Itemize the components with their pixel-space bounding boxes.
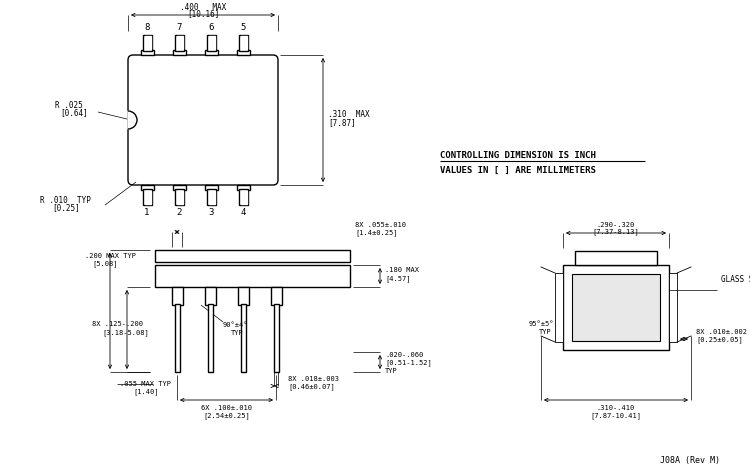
Text: 8X .125-.200: 8X .125-.200 xyxy=(92,321,143,326)
Text: [3.18-5.08]: [3.18-5.08] xyxy=(102,329,148,336)
Bar xyxy=(176,191,182,204)
Text: .020-.060: .020-.060 xyxy=(385,352,423,358)
Bar xyxy=(205,185,218,190)
Text: [2.54±0.25]: [2.54±0.25] xyxy=(203,412,250,420)
Bar xyxy=(172,287,183,305)
Text: [0.51-1.52]: [0.51-1.52] xyxy=(385,359,432,367)
Text: TYP: TYP xyxy=(538,329,551,335)
Bar xyxy=(208,304,213,372)
Bar xyxy=(141,185,154,190)
Bar xyxy=(563,265,669,350)
Text: 8X .055±.010: 8X .055±.010 xyxy=(355,222,406,228)
Bar xyxy=(239,35,248,51)
Text: 5: 5 xyxy=(240,24,246,33)
Text: J08A (Rev M): J08A (Rev M) xyxy=(660,455,720,464)
Bar xyxy=(239,189,248,205)
Bar xyxy=(572,274,660,341)
Bar xyxy=(205,50,218,55)
Text: 6X .100±.010: 6X .100±.010 xyxy=(201,405,252,411)
Bar xyxy=(572,274,659,341)
Text: .310  MAX: .310 MAX xyxy=(328,110,370,119)
Bar xyxy=(237,50,250,55)
Text: R .025: R .025 xyxy=(55,100,82,110)
Bar xyxy=(241,304,246,372)
Bar xyxy=(155,250,350,262)
Bar xyxy=(175,304,180,372)
Text: 95°±5°: 95°±5° xyxy=(528,321,554,327)
Text: 4: 4 xyxy=(240,208,246,217)
Text: [0.64]: [0.64] xyxy=(60,108,88,117)
Bar xyxy=(175,35,184,51)
Text: [7.37-8.13]: [7.37-8.13] xyxy=(592,228,639,236)
Bar xyxy=(209,36,214,49)
Text: .400   MAX: .400 MAX xyxy=(180,2,226,11)
Text: TYP: TYP xyxy=(231,330,243,336)
Bar xyxy=(143,189,152,205)
Bar xyxy=(145,36,151,49)
Text: [0.25]: [0.25] xyxy=(52,203,80,212)
Bar xyxy=(669,273,677,342)
Text: [5.08]: [5.08] xyxy=(92,261,118,267)
Bar xyxy=(173,185,186,190)
Bar xyxy=(207,189,216,205)
Text: 1: 1 xyxy=(144,208,150,217)
Bar xyxy=(209,191,214,204)
Text: 8X .010±.002: 8X .010±.002 xyxy=(696,329,747,335)
Text: [7.87-10.41]: [7.87-10.41] xyxy=(590,412,641,420)
Text: .290-.320: .290-.320 xyxy=(597,222,635,228)
Bar xyxy=(175,189,184,205)
Text: [0.46±0.07]: [0.46±0.07] xyxy=(288,384,334,390)
Bar xyxy=(173,50,186,55)
Bar xyxy=(141,50,154,55)
Bar xyxy=(205,287,216,305)
Bar xyxy=(207,35,216,51)
Text: .310-.410: .310-.410 xyxy=(597,405,635,411)
Bar xyxy=(241,191,247,204)
Wedge shape xyxy=(128,111,137,129)
Text: CONTROLLING DIMENSION IS INCH: CONTROLLING DIMENSION IS INCH xyxy=(440,150,596,159)
Text: 8: 8 xyxy=(144,24,150,33)
Text: .055 MAX TYP: .055 MAX TYP xyxy=(120,381,171,387)
Bar xyxy=(143,35,152,51)
Bar xyxy=(237,185,250,190)
Text: 3: 3 xyxy=(209,208,214,217)
Bar xyxy=(238,287,249,305)
Bar xyxy=(271,287,282,305)
Text: [1.40]: [1.40] xyxy=(133,389,158,395)
Bar xyxy=(241,36,247,49)
Bar xyxy=(575,251,657,265)
FancyBboxPatch shape xyxy=(128,55,278,185)
Bar xyxy=(274,304,279,372)
Text: TYP: TYP xyxy=(385,368,398,374)
Text: 7: 7 xyxy=(176,24,182,33)
Text: R .010  TYP: R .010 TYP xyxy=(40,195,91,204)
Bar xyxy=(145,191,151,204)
Bar xyxy=(176,36,182,49)
Bar xyxy=(555,273,563,342)
Bar xyxy=(155,265,350,287)
Text: .200 MAX TYP: .200 MAX TYP xyxy=(85,253,136,259)
Text: 90°±4°: 90°±4° xyxy=(222,322,248,328)
Text: [4.57]: [4.57] xyxy=(385,276,410,282)
Text: [10.16]: [10.16] xyxy=(187,9,219,18)
Text: 8X .018±.003: 8X .018±.003 xyxy=(288,376,339,382)
Text: 2: 2 xyxy=(176,208,182,217)
Text: [1.4±0.25]: [1.4±0.25] xyxy=(355,229,398,236)
Text: GLASS SEALANT: GLASS SEALANT xyxy=(721,274,750,283)
Text: [0.25±0.05]: [0.25±0.05] xyxy=(696,337,742,343)
Text: VALUES IN [ ] ARE MILLIMETERS: VALUES IN [ ] ARE MILLIMETERS xyxy=(440,166,596,175)
Text: [7.87]: [7.87] xyxy=(328,119,356,128)
Text: .180 MAX: .180 MAX xyxy=(385,267,419,273)
Text: 6: 6 xyxy=(209,24,214,33)
